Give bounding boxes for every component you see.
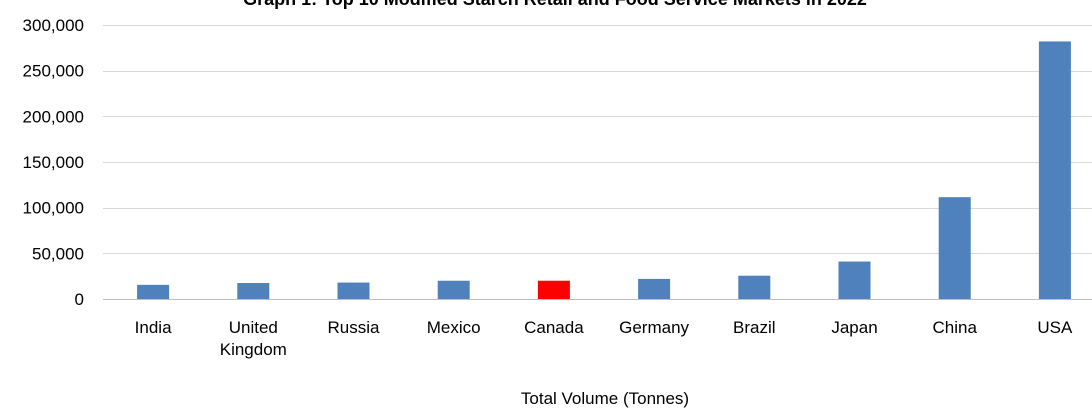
bars bbox=[137, 41, 1071, 299]
bar-united-kingdom bbox=[237, 283, 270, 299]
y-tick-label: 250,000 bbox=[23, 62, 84, 81]
bar-india bbox=[137, 284, 170, 299]
x-tick-label: Mexico bbox=[427, 318, 481, 337]
x-tick-label: India bbox=[135, 318, 172, 337]
x-tick-label: Japan bbox=[831, 318, 877, 337]
bar-japan bbox=[838, 261, 871, 299]
x-axis-title: Total Volume (Tonnes) bbox=[521, 389, 689, 408]
bar-russia bbox=[337, 282, 370, 299]
chart-title: Graph 1: Top 10 Modified Starch Retail a… bbox=[243, 0, 867, 9]
x-tick-label: Russia bbox=[328, 318, 381, 337]
bar-canada bbox=[537, 280, 570, 299]
x-tick-label: Canada bbox=[524, 318, 584, 337]
y-tick-label: 200,000 bbox=[23, 107, 84, 126]
bar-usa bbox=[1038, 41, 1071, 299]
x-tick-label: United Kingdom bbox=[220, 318, 287, 359]
x-tick-label: Brazil bbox=[733, 318, 776, 337]
bar-china bbox=[938, 197, 971, 299]
x-axis-tick-labels: India United Kingdom Russia Mexico Canada Germ… bbox=[135, 318, 1073, 359]
y-tick-label: 300,000 bbox=[23, 16, 84, 35]
bar-germany bbox=[638, 278, 671, 299]
bar-brazil bbox=[738, 275, 771, 299]
y-tick-label: 50,000 bbox=[32, 244, 84, 263]
y-tick-label: 150,000 bbox=[23, 153, 84, 172]
y-axis-tick-labels: 0 50,000 100,000 150,000 200,000 250,000 300,0… bbox=[23, 16, 84, 309]
x-tick-label: USA bbox=[1037, 318, 1073, 337]
y-tick-label: 0 bbox=[75, 290, 84, 309]
x-tick-label: China bbox=[932, 318, 977, 337]
x-tick-label: Germany bbox=[619, 318, 689, 337]
gridlines bbox=[103, 25, 1092, 300]
bar-mexico bbox=[437, 280, 470, 299]
y-tick-label: 100,000 bbox=[23, 199, 84, 218]
